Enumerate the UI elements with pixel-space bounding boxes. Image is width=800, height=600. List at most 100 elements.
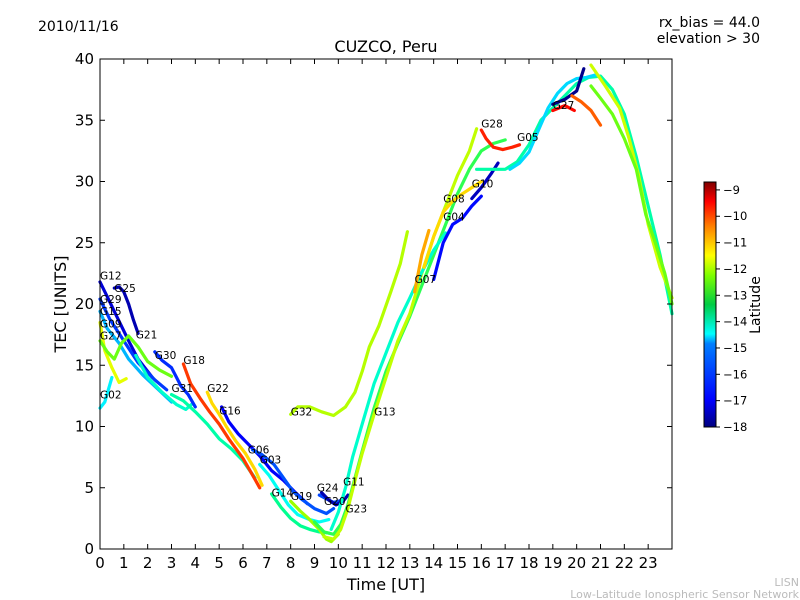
series-line-g08 bbox=[422, 179, 483, 269]
series-line-g20 bbox=[320, 491, 350, 507]
date-label: 2010/11/16 bbox=[38, 19, 119, 35]
x-tick-label-5: 5 bbox=[214, 554, 224, 572]
x-tick-label-13: 13 bbox=[400, 554, 419, 572]
sat-label-g22-10: G22 bbox=[207, 383, 229, 395]
series-line-g29 bbox=[98, 297, 169, 392]
sat-label-g18-8: G18 bbox=[183, 355, 205, 367]
sat-label-g11-20: G11 bbox=[343, 476, 365, 488]
x-axis-label: Time [UT] bbox=[346, 575, 425, 594]
series-layer bbox=[98, 63, 674, 544]
x-tick-label-6: 6 bbox=[238, 554, 248, 572]
colorbar-ticks: −18 −17 −16 −15 −14 −13 −12 −11 −10 −9 bbox=[716, 183, 747, 434]
sat-label-g04-25: G04 bbox=[443, 212, 465, 224]
colorbar-tick-label--15: −15 bbox=[723, 341, 747, 355]
x-tick-label-15: 15 bbox=[448, 554, 467, 572]
colorbar-tick-label--14: −14 bbox=[723, 315, 747, 329]
series-line-g05 bbox=[475, 74, 674, 316]
colorbar-tick-label--16: −16 bbox=[723, 367, 747, 381]
series-line-g02 bbox=[98, 375, 114, 410]
x-tick-label-1: 1 bbox=[119, 554, 129, 572]
sat-label-g03-16: G03 bbox=[260, 454, 282, 466]
y-tick-label-15: 15 bbox=[75, 356, 94, 374]
series-line-g07 bbox=[413, 228, 431, 294]
sat-label-g20-21: G20 bbox=[324, 496, 346, 508]
y-tick-label-5: 5 bbox=[84, 479, 94, 497]
rx-bias-label: rx_bias = 44.0 bbox=[659, 15, 760, 31]
colorbar-tick-label--10: −10 bbox=[723, 209, 747, 223]
series-line-g25 bbox=[112, 285, 140, 335]
x-tick-label-9: 9 bbox=[310, 554, 320, 572]
x-tick-label-20: 20 bbox=[567, 554, 586, 572]
colorbar-tick-label--18: −18 bbox=[723, 420, 747, 434]
sat-label-g25-1: G25 bbox=[114, 283, 136, 295]
elevation-label: elevation > 30 bbox=[657, 31, 760, 47]
sat-label-g24-19: G24 bbox=[317, 482, 339, 494]
x-tick-label-18: 18 bbox=[519, 554, 538, 572]
series-line-g15b bbox=[589, 84, 674, 306]
series-line-g27 bbox=[98, 334, 174, 378]
sat-label-g15-3: G15 bbox=[100, 306, 122, 318]
colorbar: −18 −17 −16 −15 −14 −13 −12 −11 −10 −9 Latitude bbox=[703, 181, 764, 434]
x-tick-label-3: 3 bbox=[167, 554, 177, 572]
sat-label-g30-7: G30 bbox=[155, 350, 177, 362]
sat-label-g16-12: G16 bbox=[219, 405, 241, 417]
series-line-g09b bbox=[570, 94, 603, 127]
colorbar-tick-label--11: −11 bbox=[723, 236, 747, 250]
colorbar-tick-label--12: −12 bbox=[723, 262, 747, 276]
chart-title: CUZCO, Peru bbox=[334, 37, 437, 56]
y-tick-label-20: 20 bbox=[75, 295, 94, 313]
series-line-g21 bbox=[134, 353, 195, 411]
footer-network: Low-Latitude Ionospheric Sensor Network bbox=[570, 588, 799, 600]
x-tick-label-14: 14 bbox=[424, 554, 443, 572]
series-line-g23 bbox=[322, 127, 479, 541]
colorbar-tick-label--13: −13 bbox=[723, 288, 747, 302]
y-tick-label-35: 35 bbox=[75, 111, 94, 129]
colorbar-tick-label--17: −17 bbox=[723, 394, 747, 408]
footer-lisn: LISN bbox=[774, 576, 799, 589]
sat-label-g02-11: G02 bbox=[100, 389, 122, 401]
x-tick-label-8: 8 bbox=[286, 554, 296, 572]
sat-label-g23-22: G23 bbox=[346, 503, 368, 515]
y-axis-label: TEC [UNITS] bbox=[51, 256, 70, 354]
x-tick-label-16: 16 bbox=[472, 554, 491, 572]
y-tick-label-10: 10 bbox=[75, 418, 94, 436]
colorbar-label: Latitude bbox=[748, 276, 764, 334]
sat-label-g06-15: G06 bbox=[248, 444, 270, 456]
sat-label-g12-0: G12 bbox=[100, 271, 122, 283]
series-line-g27b bbox=[551, 103, 576, 113]
series-line-g18 bbox=[181, 362, 262, 490]
x-tick-label-22: 22 bbox=[615, 554, 634, 572]
y-tick-label-30: 30 bbox=[75, 173, 94, 191]
x-tick-label-12: 12 bbox=[376, 554, 395, 572]
x-axis: 0 1 2 3 4 5 6 7 8 9 10 11 12 13 14 15 16 17 18 19 20 21 22 23 bbox=[95, 59, 658, 572]
sat-label-g14-17: G14 bbox=[272, 487, 294, 499]
series-line-g03 bbox=[258, 462, 331, 524]
series-line-g32 bbox=[289, 230, 409, 418]
colorbar-scale bbox=[703, 181, 717, 428]
sat-label-g29-2: G29 bbox=[100, 294, 122, 306]
x-tick-label-2: 2 bbox=[143, 554, 153, 572]
sat-label-g32-13: G32 bbox=[291, 407, 313, 419]
x-tick-label-23: 23 bbox=[639, 554, 658, 572]
sat-label-g10-26: G10 bbox=[472, 179, 494, 191]
colorbar-tick-label--9: −9 bbox=[723, 183, 740, 197]
x-tick-label-17: 17 bbox=[496, 554, 515, 572]
sat-label-g19-18: G19 bbox=[291, 491, 313, 503]
series-line-g22 bbox=[205, 390, 264, 487]
sat-label-g07-23: G07 bbox=[415, 274, 437, 286]
series-line-g09 bbox=[98, 320, 128, 384]
series-line-g01 bbox=[589, 63, 674, 300]
sat-label-g31-9: G31 bbox=[172, 383, 194, 395]
series-line-g19 bbox=[289, 499, 340, 544]
x-tick-label-19: 19 bbox=[543, 554, 562, 572]
x-tick-label-21: 21 bbox=[591, 554, 610, 572]
sat-label-g08-24: G08 bbox=[443, 193, 465, 205]
series-line-g28 bbox=[479, 128, 522, 152]
sat-label-g27-5: G27 bbox=[100, 331, 122, 343]
series-line-g06 bbox=[250, 448, 336, 516]
x-tick-label-10: 10 bbox=[329, 554, 348, 572]
y-axis: 0 5 10 15 20 25 30 35 40 bbox=[75, 50, 672, 558]
